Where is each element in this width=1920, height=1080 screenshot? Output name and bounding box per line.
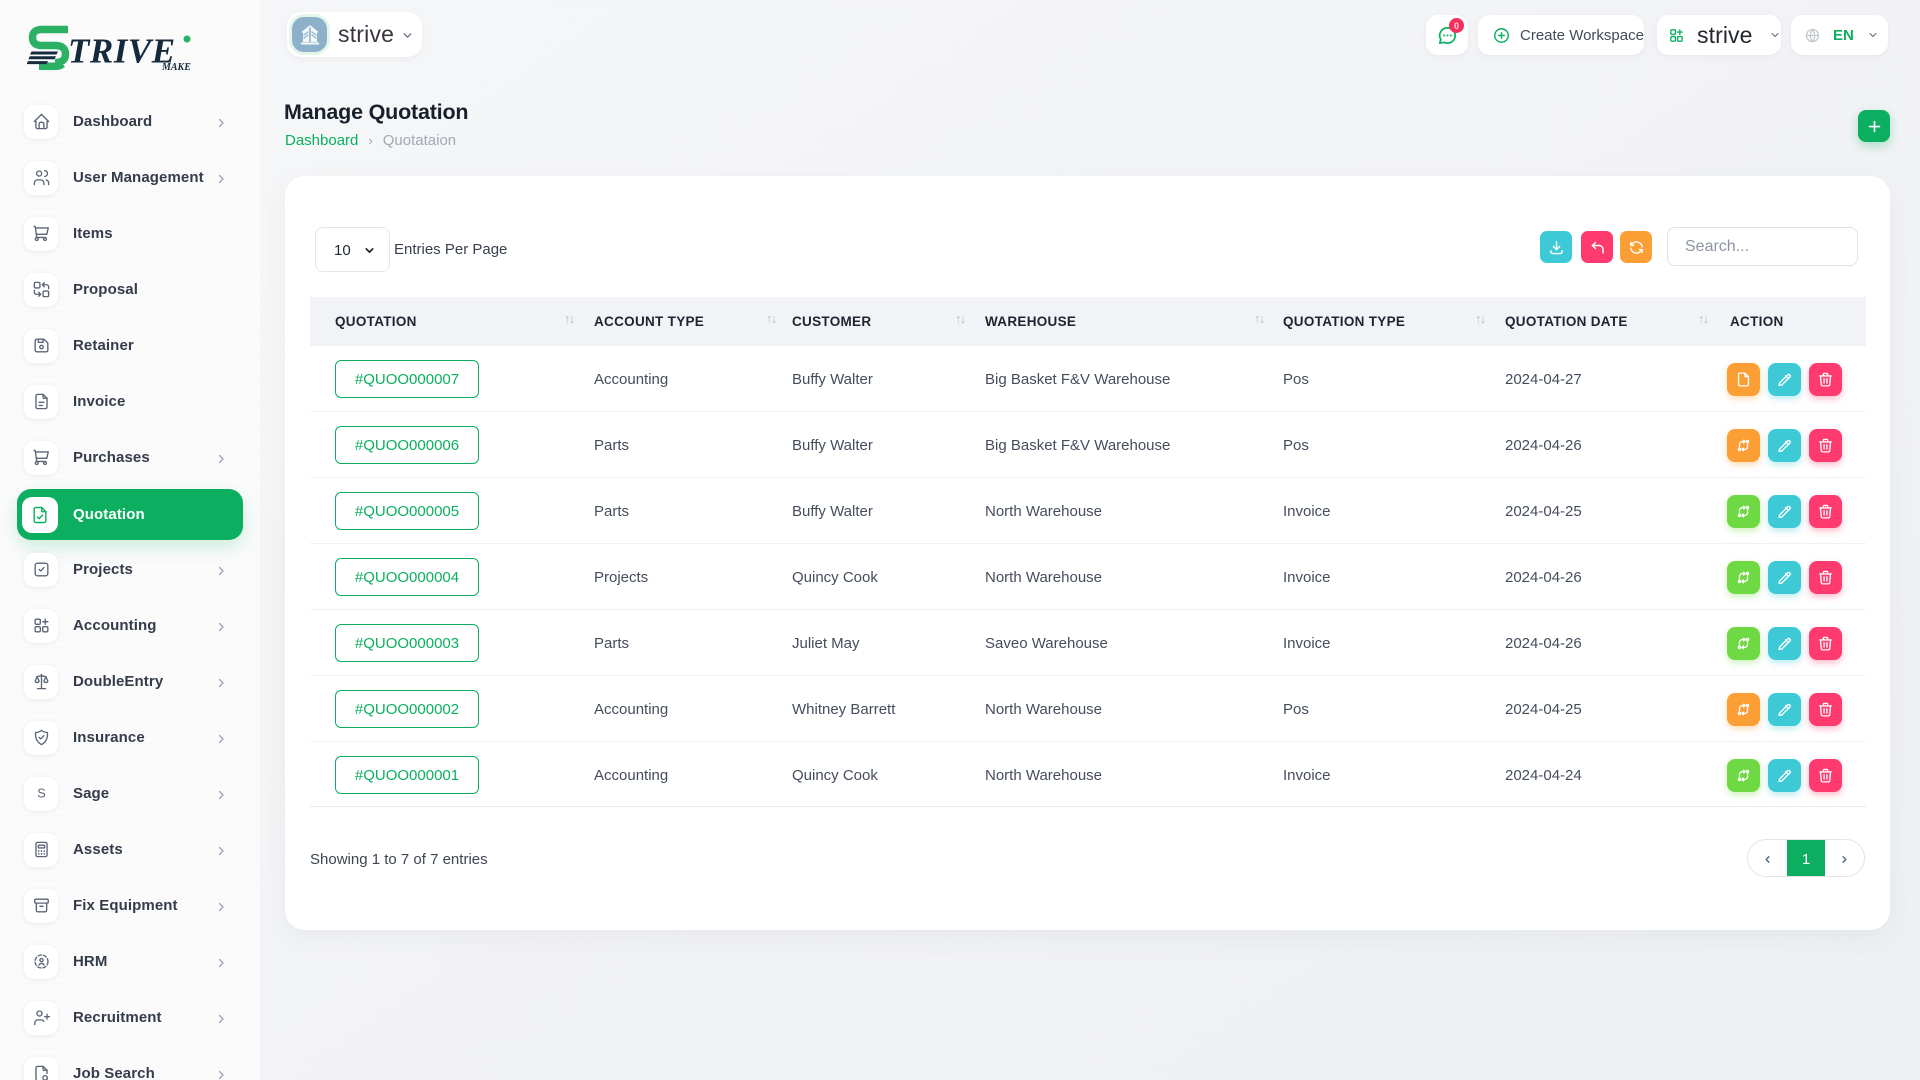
svg-text:MAKE: MAKE bbox=[161, 62, 191, 73]
svg-text:TRIVE: TRIVE bbox=[68, 32, 176, 71]
svg-text:S: S bbox=[37, 786, 45, 800]
